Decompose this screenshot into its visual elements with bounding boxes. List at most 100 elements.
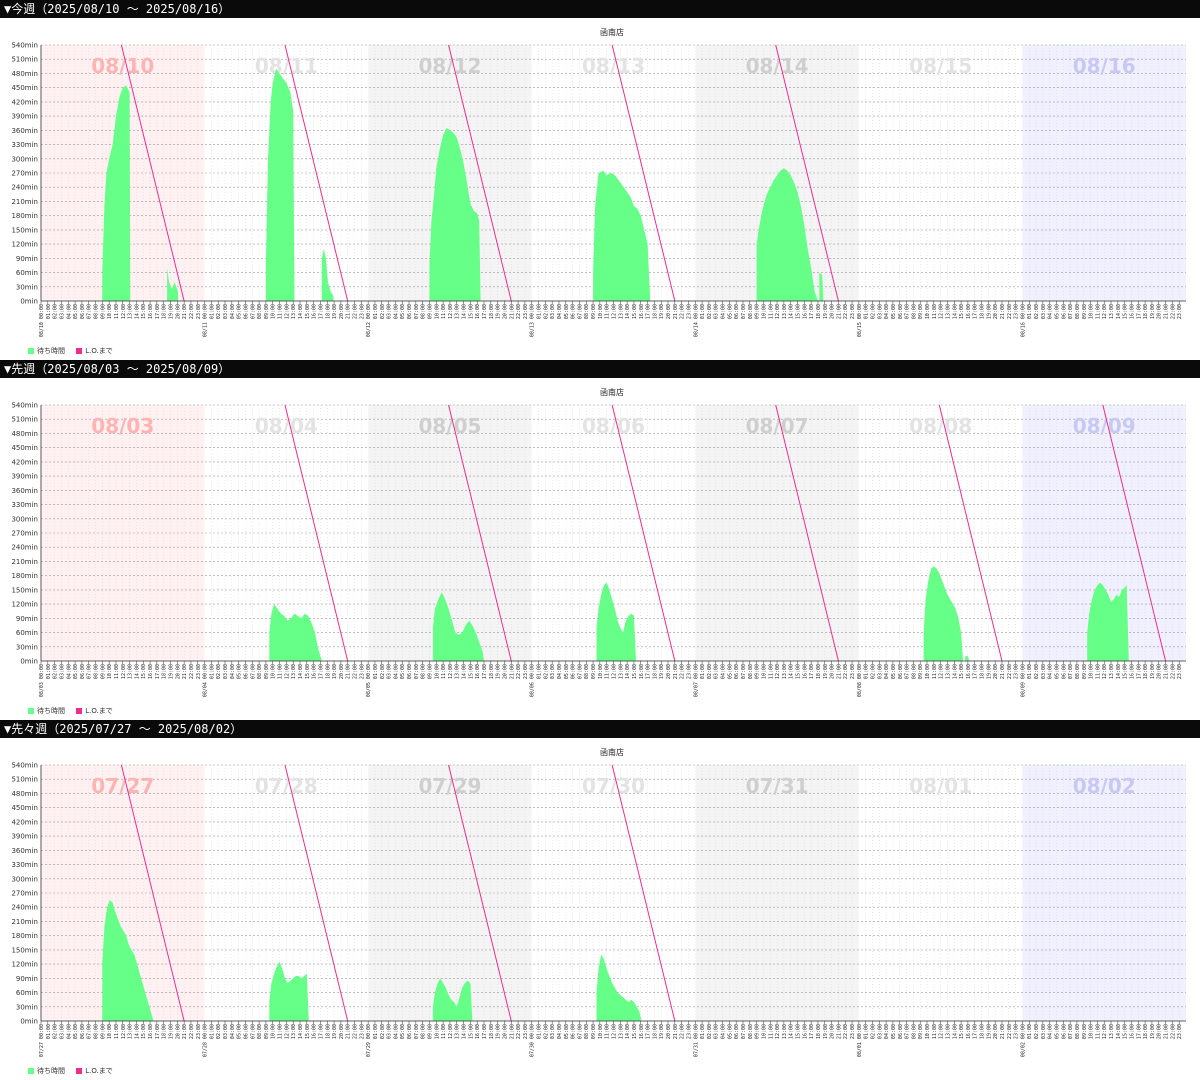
x-tick-label: 15:00 xyxy=(305,1024,311,1039)
x-tick-label: 02:00 xyxy=(707,664,713,679)
x-tick-label: 19:00 xyxy=(1150,664,1156,679)
chart-title: 函南店 xyxy=(600,387,624,397)
x-tick-label: 23:00 xyxy=(359,304,365,319)
x-tick-label: 02:00 xyxy=(380,664,386,679)
x-tick-label: 22:00 xyxy=(516,664,522,679)
x-tick-label: 15:00 xyxy=(305,664,311,679)
legend-lo[interactable]: L.O.まで xyxy=(76,1066,113,1076)
x-tick-label: 20:00 xyxy=(830,664,836,679)
y-tick-label: 60min xyxy=(16,629,38,637)
x-tick-label: 16:00 xyxy=(475,304,481,319)
x-tick-label: 19:00 xyxy=(1150,304,1156,319)
y-tick-label: 90min xyxy=(16,255,38,263)
legend-lo[interactable]: L.O.まで xyxy=(76,706,113,716)
x-tick-label: 12:00 xyxy=(284,304,290,319)
day-label: 08/04 xyxy=(255,414,318,438)
x-tick-label: 08/12 00:00 xyxy=(366,304,372,337)
y-tick-label: 30min xyxy=(16,283,38,291)
x-tick-label: 21:00 xyxy=(836,1024,842,1039)
x-tick-label: 08:00 xyxy=(257,304,263,319)
x-tick-label: 13:00 xyxy=(291,304,297,319)
x-tick-label: 22:00 xyxy=(1007,304,1013,319)
y-tick-label: 390min xyxy=(11,473,38,481)
y-tick-label: 480min xyxy=(11,790,38,798)
x-tick-label: 04:00 xyxy=(721,664,727,679)
x-tick-label: 08:00 xyxy=(748,1024,754,1039)
x-tick-label: 21:00 xyxy=(1164,1024,1170,1039)
x-tick-label: 15:00 xyxy=(959,1024,965,1039)
x-tick-label: 09:00 xyxy=(918,664,924,679)
x-tick-label: 09:00 xyxy=(755,664,761,679)
x-tick-label: 18:00 xyxy=(980,1024,986,1039)
wait-time-area xyxy=(269,961,309,1021)
lo-line xyxy=(284,404,349,662)
x-tick-label: 21:00 xyxy=(1164,304,1170,319)
x-tick-label: 10:00 xyxy=(925,664,931,679)
x-tick-label: 20:00 xyxy=(993,1024,999,1039)
x-tick-label: 03:00 xyxy=(714,664,720,679)
x-tick-label: 13:00 xyxy=(945,664,951,679)
wait-swatch xyxy=(28,708,34,714)
x-tick-label: 04:00 xyxy=(884,1024,890,1039)
x-tick-label: 18:00 xyxy=(816,664,822,679)
x-tick-label: 15:00 xyxy=(796,1024,802,1039)
y-tick-label: 30min xyxy=(16,643,38,651)
lo-swatch xyxy=(76,348,83,354)
y-tick-label: 240min xyxy=(11,904,38,912)
section-header: ▼先週（2025/08/03 〜 2025/08/09） xyxy=(0,360,1200,378)
x-tick-label: 17:00 xyxy=(646,304,652,319)
day-label: 08/07 xyxy=(746,414,809,438)
x-tick-label: 18:00 xyxy=(652,664,658,679)
x-tick-label: 23:00 xyxy=(523,1024,529,1039)
x-tick-label: 05:00 xyxy=(400,1024,406,1039)
day-label: 07/29 xyxy=(418,774,481,798)
x-tick-label: 12:00 xyxy=(775,304,781,319)
x-tick-label: 09:00 xyxy=(264,1024,270,1039)
wait-time-area xyxy=(596,582,636,661)
x-tick-label: 07:00 xyxy=(414,1024,420,1039)
x-tick-label: 14:00 xyxy=(789,664,795,679)
x-tick-label: 21:00 xyxy=(673,1024,679,1039)
x-tick-label: 18:00 xyxy=(489,304,495,319)
x-tick-label: 10:00 xyxy=(434,304,440,319)
x-tick-label: 14:00 xyxy=(952,304,958,319)
x-tick-label: 05:00 xyxy=(73,304,79,319)
x-tick-label: 23:00 xyxy=(196,304,202,319)
x-tick-label: 20:00 xyxy=(666,304,672,319)
lo-line xyxy=(1102,404,1167,662)
x-tick-label: 20:00 xyxy=(502,664,508,679)
y-tick-label: 60min xyxy=(16,989,38,997)
x-tick-label: 02:00 xyxy=(1034,1024,1040,1039)
x-tick-label: 03:00 xyxy=(550,304,556,319)
x-tick-label: 21:00 xyxy=(182,304,188,319)
x-tick-label: 20:00 xyxy=(993,664,999,679)
x-tick-label: 01:00 xyxy=(209,1024,215,1039)
x-tick-label: 15:00 xyxy=(468,1024,474,1039)
x-tick-label: 15:00 xyxy=(632,304,638,319)
x-tick-label: 02:00 xyxy=(707,1024,713,1039)
x-tick-label: 23:00 xyxy=(686,304,692,319)
x-tick-label: 03:00 xyxy=(223,304,229,319)
x-tick-label: 11:00 xyxy=(441,664,447,679)
x-tick-label: 23:00 xyxy=(1177,304,1183,319)
x-tick-label: 06:00 xyxy=(898,304,904,319)
x-tick-label: 18:00 xyxy=(816,1024,822,1039)
legend-wait[interactable]: 待ち時間 xyxy=(28,346,65,356)
x-tick-label: 18:00 xyxy=(325,664,331,679)
x-tick-label: 15:00 xyxy=(959,304,965,319)
legend-wait[interactable]: 待ち時間 xyxy=(28,706,65,716)
legend-wait[interactable]: 待ち時間 xyxy=(28,1066,65,1076)
x-tick-label: 12:00 xyxy=(121,304,127,319)
wait-time-area xyxy=(102,900,154,1021)
chart-legend: 待ち時間 L.O.まで xyxy=(28,1066,122,1076)
y-tick-label: 540min xyxy=(11,762,38,770)
legend-lo[interactable]: L.O.まで xyxy=(76,346,113,356)
wait-time-area xyxy=(1087,582,1129,661)
chart-legend: 待ち時間 L.O.まで xyxy=(28,706,122,716)
x-tick-label: 21:00 xyxy=(1164,664,1170,679)
x-tick-label: 05:00 xyxy=(237,1024,243,1039)
x-tick-label: 11:00 xyxy=(114,664,120,679)
x-tick-label: 20:00 xyxy=(1157,1024,1163,1039)
x-tick-label: 04:00 xyxy=(66,1024,72,1039)
x-tick-label: 12:00 xyxy=(775,664,781,679)
